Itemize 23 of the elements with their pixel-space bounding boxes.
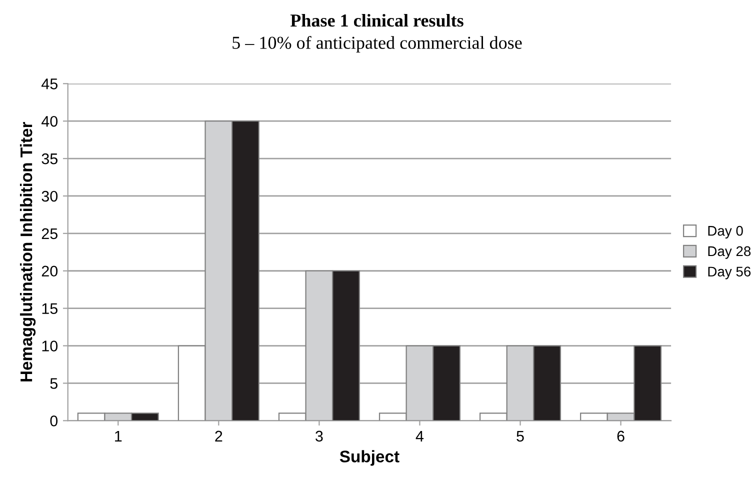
chart-title: Phase 1 clinical results xyxy=(290,14,464,27)
y-tick-label: 35 xyxy=(42,153,58,164)
y-tick-label: 15 xyxy=(42,303,58,314)
y-tick-label: 25 xyxy=(42,228,58,240)
legend-label: Day 0 xyxy=(708,226,743,238)
y-tick-label: 40 xyxy=(41,116,58,127)
legend-label: Day 28 xyxy=(708,246,751,259)
x-tick-label: 2 xyxy=(215,430,222,442)
x-tick-label: 6 xyxy=(617,430,624,442)
x-tick-label: 1 xyxy=(115,430,122,442)
y-axis-title: Hemagglutination Inhibition Titer xyxy=(20,122,36,382)
x-tick-label: 4 xyxy=(416,430,424,442)
y-tick-label: 30 xyxy=(42,190,58,202)
chart-subtitle: 5 – 10% of anticipated commercial dose xyxy=(232,36,522,53)
legend-label: Day 56 xyxy=(708,266,751,280)
x-tick-label: 3 xyxy=(316,430,323,442)
x-axis-title: Subject xyxy=(340,450,400,466)
x-tick-label: 5 xyxy=(516,430,524,442)
y-tick-label: 0 xyxy=(50,416,58,426)
y-tick-label: 5 xyxy=(50,378,58,389)
y-tick-label: 45 xyxy=(41,78,58,90)
y-tick-label: 20 xyxy=(42,266,58,277)
y-tick-label: 10 xyxy=(42,340,58,352)
